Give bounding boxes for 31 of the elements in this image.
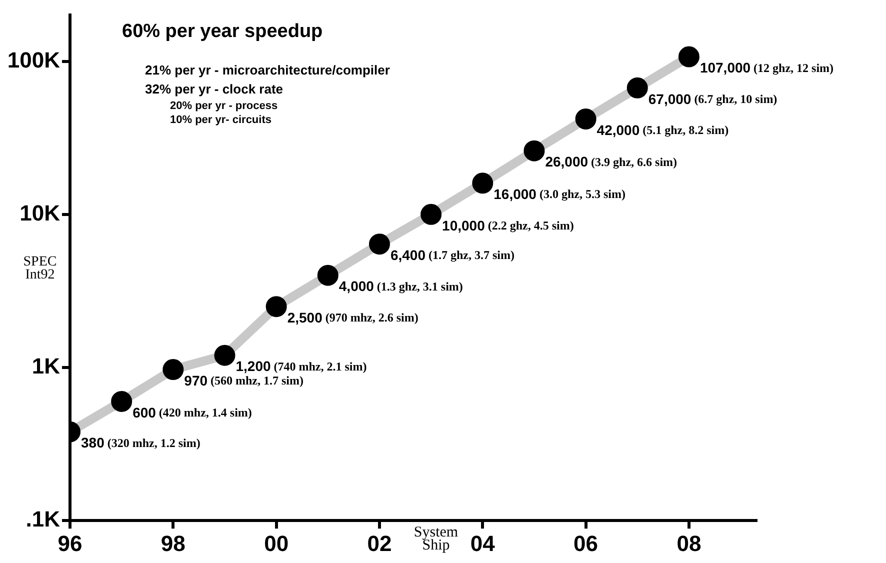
y-axis-title: SPEC Int92 <box>23 254 57 283</box>
data-label: 42,000 (5.1 ghz, 8.2 sim) <box>596 122 729 138</box>
x-tick-label: 06 <box>574 530 598 556</box>
data-label: 380 (320 mhz, 1.2 sim) <box>81 434 200 451</box>
data-label: 107,000 (12 ghz, 12 sim) <box>700 60 834 76</box>
y-tick-label: 100K <box>7 47 60 72</box>
data-label: 26,000 (3.9 ghz, 6.6 sim) <box>545 154 678 170</box>
data-label: 6,400 (1.7 ghz, 3.7 sim) <box>390 246 515 263</box>
x-tick-label: 00 <box>264 530 289 556</box>
data-label: 16,000 (3.0 ghz, 5.3 sim) <box>494 186 626 202</box>
data-label: 2,500 (970 mhz, 2.6 sim) <box>287 309 418 326</box>
annotation: 20% per yr - process <box>170 100 278 112</box>
y-tick-label: .1K <box>26 506 60 532</box>
chart-title: 60% per year speedup <box>122 21 323 42</box>
data-label: 1,200 (740 mhz, 2.1 sim) <box>236 358 367 374</box>
annotation: 10% per yr- circuits <box>170 114 272 126</box>
annotation: 32% per yr - clock rate <box>145 82 284 97</box>
x-tick-label: 98 <box>160 530 186 556</box>
x-tick-label: 04 <box>470 530 496 556</box>
annotation: 21% per yr - microarchitecture/compiler <box>145 62 390 78</box>
x-axis-title: System Ship <box>414 524 458 554</box>
data-label: 10,000 (2.2 ghz, 4.5 sim) <box>442 217 574 234</box>
data-label: 67,000 (6.7 ghz, 10 sim) <box>648 90 778 107</box>
y-tick-label: 10K <box>20 200 60 226</box>
y-tick-label: 1K <box>32 354 60 379</box>
data-label: 4,000 (1.3 ghz, 3.1 sim) <box>338 278 463 294</box>
x-tick-label: 08 <box>676 530 702 556</box>
data-label: 600 (420 mhz, 1.4 sim) <box>132 404 252 420</box>
x-tick-label: 02 <box>367 530 392 556</box>
data-label: 970 (560 mhz, 1.7 sim) <box>184 372 304 388</box>
x-tick-label: 96 <box>58 530 82 556</box>
